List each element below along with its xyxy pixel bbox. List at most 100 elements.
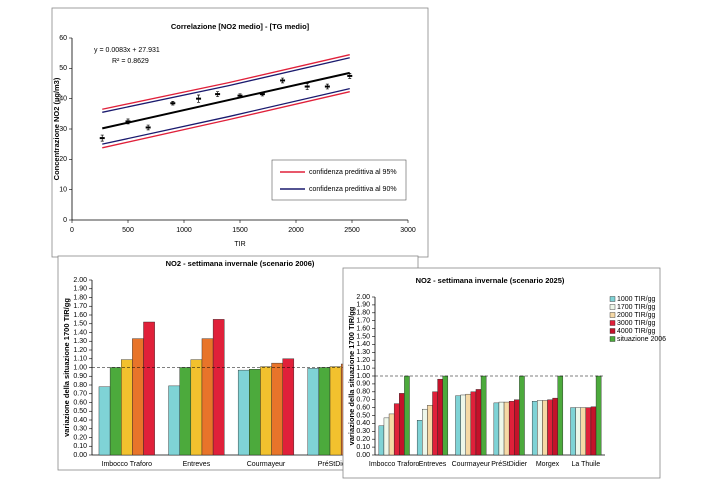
bar bbox=[383, 417, 390, 456]
y-tick-label: 1.80 bbox=[356, 310, 370, 317]
y-tick-label: 0.60 bbox=[356, 404, 370, 411]
data-point bbox=[347, 74, 353, 77]
y-tick-label: 0.90 bbox=[73, 373, 87, 380]
y-tick-label: 0.00 bbox=[73, 452, 87, 459]
bar bbox=[282, 358, 295, 456]
equation: y = 0.0083x + 27.931 bbox=[94, 47, 160, 54]
legend-label: 4000 TIR/gg bbox=[617, 328, 656, 335]
legend-label: 2000 TIR/gg bbox=[617, 312, 656, 319]
chart-title: NO2 - settimana invernale (scenario 2006… bbox=[166, 259, 315, 268]
bar bbox=[580, 407, 587, 456]
confidence-band bbox=[102, 57, 350, 113]
y-tick-label: 0.80 bbox=[356, 389, 370, 396]
bar bbox=[132, 338, 144, 456]
y-tick-label: 1.20 bbox=[73, 347, 87, 354]
x-axis-label: TIR bbox=[234, 241, 245, 248]
bar bbox=[168, 385, 180, 456]
data-point bbox=[324, 85, 330, 88]
legend-swatch bbox=[609, 320, 616, 326]
chart-title: Correlazione [NO2 medio] - [TG medio] bbox=[171, 22, 310, 31]
bar bbox=[503, 401, 510, 456]
bar bbox=[570, 407, 576, 456]
y-axis-label: variazione della situazione 1700 TIR/gg bbox=[347, 306, 356, 445]
x-tick-label: 1000 bbox=[176, 227, 192, 234]
y-tick-label: 2.00 bbox=[73, 277, 87, 284]
y-tick-label: 1.40 bbox=[356, 341, 370, 348]
bar bbox=[393, 403, 400, 456]
bar bbox=[475, 389, 482, 456]
x-tick-label: PréStDidier bbox=[318, 461, 354, 468]
y-tick-label: 1.00 bbox=[356, 373, 370, 380]
bar bbox=[514, 399, 520, 456]
y-tick-label: 0 bbox=[63, 217, 67, 224]
x-tick-label: 3000 bbox=[400, 227, 416, 234]
y-tick-label: 50 bbox=[59, 65, 67, 72]
bar bbox=[121, 359, 133, 456]
data-point bbox=[237, 94, 243, 97]
chart-frame bbox=[51, 7, 429, 258]
data-point bbox=[259, 93, 265, 96]
y-tick-label: 1.10 bbox=[73, 356, 87, 363]
confidence-band bbox=[102, 91, 350, 149]
data-point bbox=[280, 79, 286, 82]
bar bbox=[318, 367, 331, 456]
bar bbox=[416, 420, 423, 456]
bar bbox=[179, 367, 192, 456]
chart-title: NO2 - settimana invernale (scenario 2025… bbox=[416, 276, 565, 285]
x-tick-label: Courmayeur bbox=[452, 461, 491, 468]
x-tick-label: Morgex bbox=[536, 461, 560, 468]
data-point bbox=[125, 120, 131, 123]
x-tick-label: 500 bbox=[122, 227, 134, 234]
x-tick-label: Entreves bbox=[183, 461, 211, 468]
bar bbox=[557, 375, 564, 456]
data-point bbox=[215, 93, 221, 96]
legend-swatch bbox=[609, 304, 616, 310]
bar bbox=[552, 397, 558, 456]
bar bbox=[437, 378, 443, 456]
bar bbox=[307, 368, 320, 456]
x-tick-label: PréStDidier bbox=[491, 461, 527, 468]
y-tick-label: 1.50 bbox=[356, 333, 370, 340]
y-tick-label: 1.80 bbox=[73, 294, 87, 301]
legend-swatch bbox=[609, 296, 616, 302]
y-tick-label: 0.30 bbox=[356, 428, 370, 435]
x-tick-label: Imbocco Traforo bbox=[369, 461, 420, 468]
y-tick-label: 40 bbox=[59, 96, 67, 103]
bar bbox=[470, 391, 477, 456]
bar bbox=[427, 405, 433, 456]
x-tick-label: 2000 bbox=[288, 227, 304, 234]
bar bbox=[249, 369, 261, 456]
bar bbox=[404, 375, 410, 456]
y-tick-label: 10 bbox=[59, 187, 67, 194]
trend-line bbox=[102, 71, 350, 130]
y-tick-label: 0.40 bbox=[356, 420, 370, 427]
x-tick-label: Imbocco Traforo bbox=[102, 461, 153, 468]
x-tick-label: Courmayeur bbox=[247, 461, 286, 468]
y-tick-label: 1.50 bbox=[73, 321, 87, 328]
bar bbox=[531, 401, 538, 456]
y-tick-label: 1.90 bbox=[356, 302, 370, 309]
legend-label: 1700 TIR/gg bbox=[617, 304, 656, 311]
bar bbox=[432, 391, 438, 456]
bar bbox=[537, 400, 543, 456]
bar bbox=[190, 359, 203, 456]
y-tick-label: 0.90 bbox=[356, 381, 370, 388]
bar bbox=[493, 402, 500, 456]
data-point bbox=[170, 102, 176, 105]
bar bbox=[388, 413, 395, 456]
y-tick-label: 1.30 bbox=[356, 349, 370, 356]
bar bbox=[98, 386, 111, 456]
bar bbox=[465, 393, 472, 456]
r-squared: R² = 0.8629 bbox=[112, 58, 149, 65]
y-tick-label: 0.70 bbox=[73, 391, 87, 398]
y-tick-label: 1.00 bbox=[73, 364, 87, 371]
x-tick-label: La Thuile bbox=[571, 461, 600, 468]
bar bbox=[329, 366, 342, 456]
legend-swatch bbox=[609, 312, 616, 318]
bar bbox=[460, 394, 466, 456]
y-tick-label: 1.90 bbox=[73, 286, 87, 293]
y-tick-label: 0.20 bbox=[73, 434, 87, 441]
y-tick-label: 1.40 bbox=[73, 329, 87, 336]
bar bbox=[378, 425, 385, 456]
bar bbox=[508, 401, 515, 456]
